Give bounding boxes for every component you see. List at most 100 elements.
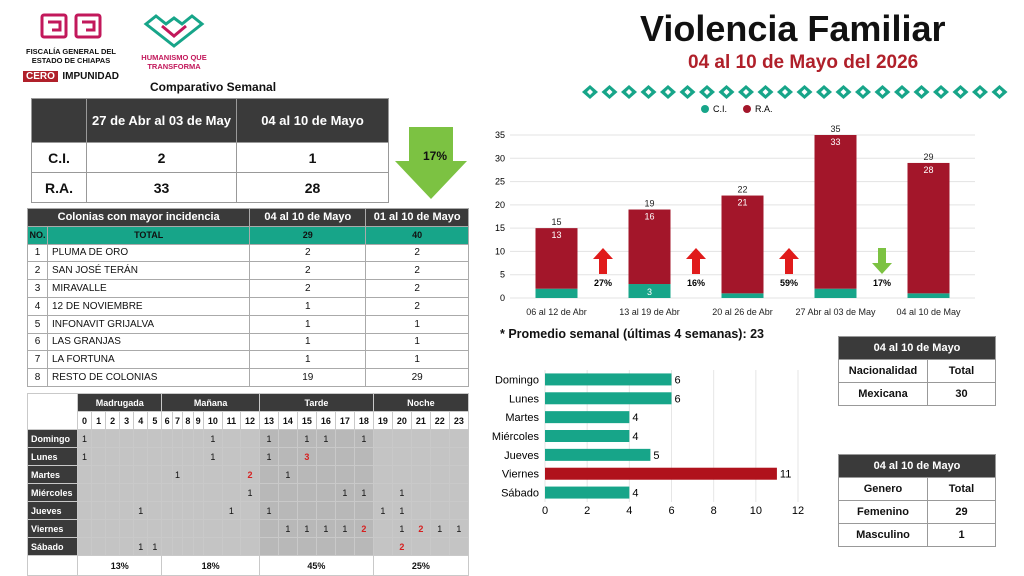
heatmap-cell xyxy=(429,429,450,448)
bar-ra xyxy=(628,209,671,285)
heatmap-period-header: Mañana xyxy=(161,393,260,412)
diamond-inner-icon xyxy=(665,89,671,95)
heatmap-cell xyxy=(192,465,204,484)
heatmap-cell: 1 xyxy=(202,447,223,466)
heatmap-cell xyxy=(202,483,223,502)
nacionalidad-label-header: Nacionalidad xyxy=(838,359,928,383)
heatmap-hour-label: 22 xyxy=(429,411,450,430)
comparison-cell: 28 xyxy=(236,172,389,203)
day-bar xyxy=(545,373,672,386)
heatmap-cell xyxy=(119,483,135,502)
colonia-name: INFONAVIT GRIJALVA xyxy=(46,314,251,334)
heatmap-cell xyxy=(182,519,194,538)
bar-ra-value-label: 16 xyxy=(644,212,654,222)
heatmap-cell xyxy=(147,519,163,538)
x-tick-label: 6 xyxy=(668,505,674,517)
heatmap-cell xyxy=(105,447,121,466)
y-tick-label: 20 xyxy=(495,200,505,210)
x-tick-label: 4 xyxy=(626,505,632,517)
heatmap-cell xyxy=(171,447,184,466)
weekly-stacked-bar-chart: C.I. R.A. 0 5 10 15 20 25 30 35 13 15 06 al 12 de Ab… xyxy=(495,104,975,317)
colonias-total-1: 29 xyxy=(249,225,367,245)
heatmap-cell xyxy=(133,519,149,538)
change-label: 17% xyxy=(873,278,891,288)
diamond-inner-icon xyxy=(782,89,788,95)
heart-emblem-icon xyxy=(143,14,205,48)
cero-tag: CERO xyxy=(22,71,58,82)
x-tick-label: 10 xyxy=(750,505,762,517)
day-bar xyxy=(545,486,630,499)
colonias-col2-header: 01 al 10 de Mayo xyxy=(365,208,469,227)
heatmap-day-label: Miércoles xyxy=(27,483,78,502)
up-arrow-icon xyxy=(593,248,613,274)
heatmap-cell xyxy=(76,483,93,502)
heatmap-cell: 1 xyxy=(448,519,470,538)
heatmap-cell xyxy=(372,429,393,448)
bar-total-label: 22 xyxy=(737,185,747,195)
colonia-name: RESTO DE COLONIAS xyxy=(46,368,251,387)
heatmap-hour-label: 7 xyxy=(171,411,184,430)
heatmap-cell: 1 xyxy=(334,483,355,502)
bar-ci xyxy=(721,293,764,298)
heatmap-corner xyxy=(27,393,78,430)
heatmap-cell xyxy=(391,465,412,484)
change-label: 16% xyxy=(687,278,705,288)
heatmap-day-label: Martes xyxy=(27,465,78,484)
y-tick-label: 15 xyxy=(495,223,505,233)
colonias-no-header: NO. xyxy=(27,225,48,245)
day-bar xyxy=(545,467,777,480)
nacionalidad-row-value: 30 xyxy=(927,382,996,406)
colonia-name: LAS GRANJAS xyxy=(46,332,251,352)
heatmap-cell xyxy=(258,537,279,556)
heatmap-cell: 1 xyxy=(239,483,260,502)
colonia-value-1: 2 xyxy=(249,261,367,281)
bar-value-label: 4 xyxy=(632,488,638,500)
up-arrow-icon xyxy=(779,248,799,274)
heatmap-cell xyxy=(192,501,204,520)
diamond-inner-icon xyxy=(957,89,964,95)
hour-day-heatmap: Madrugada Mañana Tarde Noche 0 1 2 3 4 5 6 7 8 9 10 11 1… xyxy=(27,393,470,576)
bar-value-label: 6 xyxy=(675,374,681,386)
colonia-value-1: 1 xyxy=(249,296,367,316)
heatmap-cell xyxy=(429,483,450,502)
heatmap-cell xyxy=(277,429,298,448)
colonia-value-2: 2 xyxy=(365,279,469,298)
colonia-no: 1 xyxy=(27,243,48,263)
heatmap-row: Sábado 1 1 2 xyxy=(27,537,470,556)
diamond-inner-icon xyxy=(899,89,905,95)
diamond-inner-icon xyxy=(801,89,808,95)
heatmap-cell xyxy=(105,501,121,520)
heatmap-cell xyxy=(372,537,393,556)
heatmap-hour-label: 16 xyxy=(315,411,336,430)
heatmap-cell xyxy=(429,537,450,556)
diamond-inner-icon xyxy=(762,89,769,95)
heatmap-cell: 1 xyxy=(391,483,412,502)
heatmap-cell xyxy=(147,447,163,466)
heatmap-cell: 1 xyxy=(277,519,298,538)
heatmap-cell: 1 xyxy=(133,537,149,556)
diamond-inner-icon xyxy=(996,89,1003,95)
bar-ra xyxy=(535,228,578,289)
heatmap-hour-label: 18 xyxy=(353,411,374,430)
y-tick-label: 35 xyxy=(495,130,505,140)
heatmap-cell xyxy=(202,501,223,520)
y-tick-label: Jueves xyxy=(504,450,539,462)
heatmap-hour-label: 6 xyxy=(161,411,173,430)
heatmap-cell xyxy=(133,447,149,466)
heatmap-hour-label: 9 xyxy=(192,411,204,430)
heatmap-cell: 1 xyxy=(353,429,374,448)
heatmap-cell: 1 xyxy=(429,519,450,538)
colonia-value-2: 1 xyxy=(365,350,469,370)
heatmap-hour-label: 12 xyxy=(239,411,260,430)
colonias-col1-header: 04 al 10 de Mayo xyxy=(249,208,367,227)
heatmap-cell xyxy=(410,465,431,484)
heatmap-cell: 1 xyxy=(133,501,149,520)
heatmap-cell xyxy=(202,537,223,556)
diamond-inner-icon xyxy=(743,89,749,95)
bar-ra-value-label: 21 xyxy=(737,198,747,208)
comparison-row-label: C.I. xyxy=(31,142,87,173)
heatmap-cell xyxy=(182,429,194,448)
heatmap-cell: 3 xyxy=(296,447,317,466)
heatmap-row: Jueves 1 1 1 1 1 xyxy=(27,501,470,520)
comparison-row-label: R.A. xyxy=(31,172,87,203)
